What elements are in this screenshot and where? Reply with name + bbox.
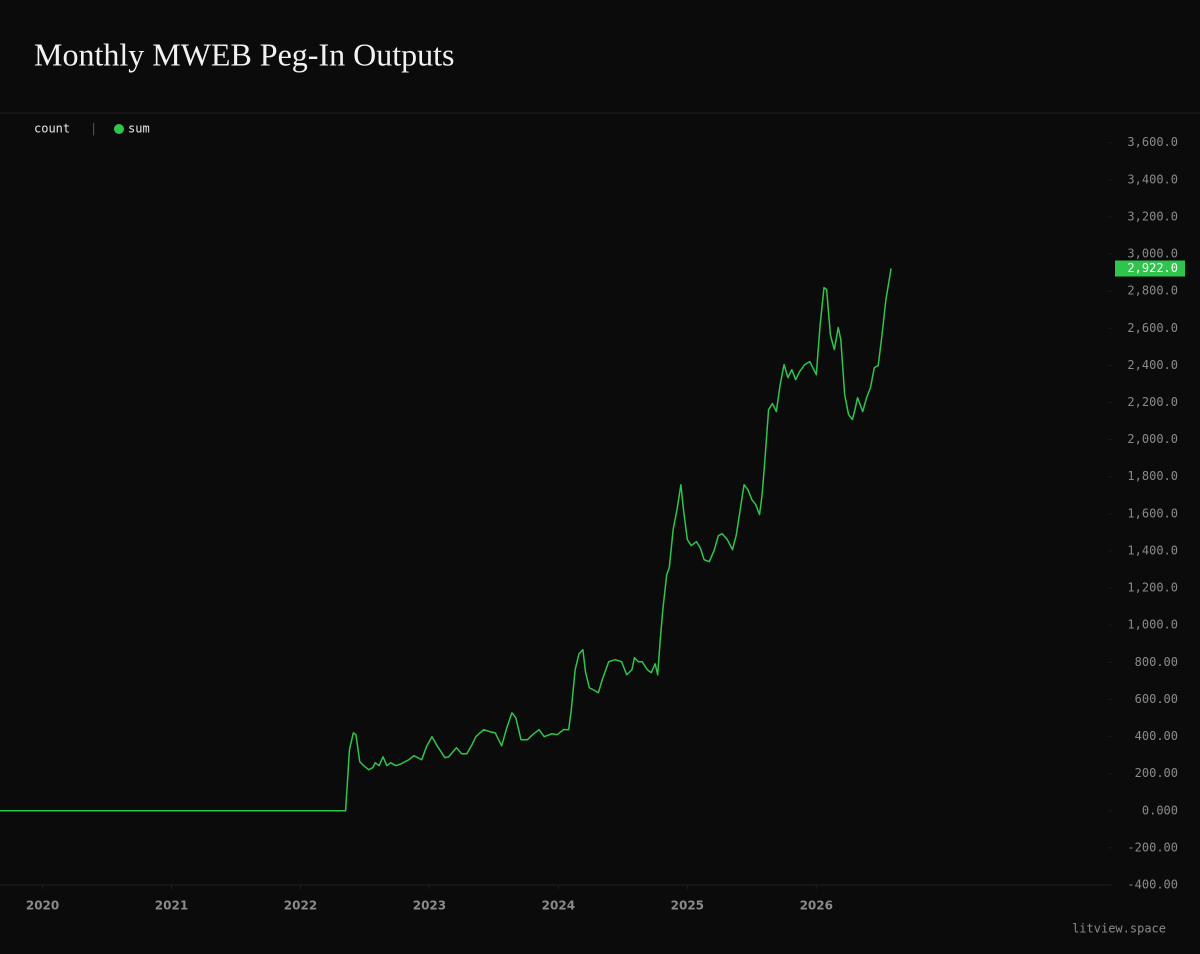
legend-separator: | bbox=[90, 122, 97, 136]
y-tick-label: 2,200.0 bbox=[1127, 395, 1178, 409]
y-tick-label: -400.00 bbox=[1127, 878, 1178, 892]
y-tick-label: 400.00 bbox=[1135, 729, 1178, 743]
last-value-badge bbox=[1115, 260, 1185, 277]
x-tick-label: 2022 bbox=[284, 899, 317, 913]
y-tick-label: 600.00 bbox=[1135, 692, 1178, 706]
x-tick-label: 2024 bbox=[542, 899, 575, 913]
y-tick-label: 1,200.0 bbox=[1127, 581, 1178, 595]
y-tick-label: -200.00 bbox=[1127, 840, 1178, 854]
y-tick-label: 2,000.0 bbox=[1127, 432, 1178, 446]
y-tick-label: 3,600.0 bbox=[1127, 135, 1178, 149]
y-tick-label: 3,200.0 bbox=[1127, 209, 1178, 223]
y-tick-label: 3,400.0 bbox=[1127, 172, 1178, 186]
chart-title: Monthly MWEB Peg-In Outputs bbox=[34, 36, 454, 72]
series-line bbox=[0, 268, 892, 812]
y-tick-label: 1,400.0 bbox=[1127, 543, 1178, 557]
y-tick-label: 200.00 bbox=[1135, 766, 1178, 780]
y-tick-label: 1,600.0 bbox=[1127, 506, 1178, 520]
x-tick-label: 2026 bbox=[800, 899, 833, 913]
x-tick-label: 2025 bbox=[671, 899, 704, 913]
last-value-label: 2,922.0 bbox=[1127, 261, 1178, 275]
y-tick-label: 3,000.0 bbox=[1127, 247, 1178, 261]
legend-label[interactable]: sum bbox=[128, 122, 150, 136]
x-tick-label: 2020 bbox=[26, 899, 59, 913]
y-tick-label: 2,400.0 bbox=[1127, 358, 1178, 372]
y-tick-label: 0.000 bbox=[1142, 803, 1178, 817]
y-tick-label: 2,600.0 bbox=[1127, 321, 1178, 335]
x-tick-label: 2023 bbox=[413, 899, 446, 913]
y-tick-label: 1,000.0 bbox=[1127, 618, 1178, 632]
y-tick-label: 2,800.0 bbox=[1127, 284, 1178, 298]
watermark: litview.space bbox=[1072, 922, 1166, 936]
y-tick-label: 1,800.0 bbox=[1127, 469, 1178, 483]
x-tick-label: 2021 bbox=[155, 899, 188, 913]
legend-prefix[interactable]: count bbox=[34, 122, 70, 136]
legend-marker[interactable] bbox=[114, 124, 124, 134]
y-tick-label: 800.00 bbox=[1135, 655, 1178, 669]
